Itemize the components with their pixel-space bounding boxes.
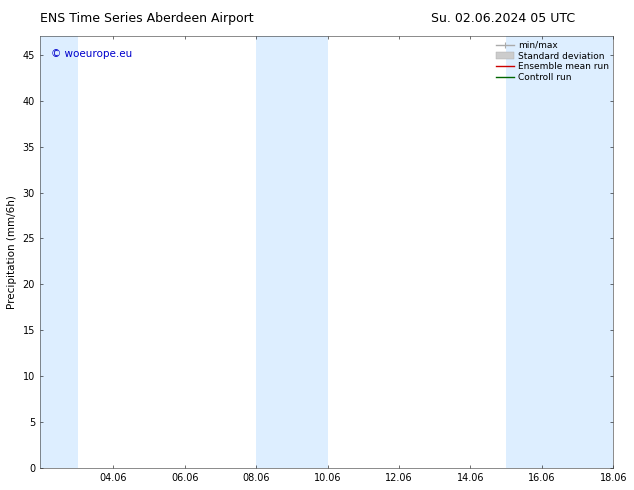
Text: ENS Time Series Aberdeen Airport: ENS Time Series Aberdeen Airport xyxy=(40,12,254,25)
Text: © woeurope.eu: © woeurope.eu xyxy=(51,49,133,59)
Y-axis label: Precipitation (mm/6h): Precipitation (mm/6h) xyxy=(7,196,17,309)
Bar xyxy=(506,36,613,468)
Legend: min/max, Standard deviation, Ensemble mean run, Controll run: min/max, Standard deviation, Ensemble me… xyxy=(495,39,611,84)
Text: Su. 02.06.2024 05 UTC: Su. 02.06.2024 05 UTC xyxy=(431,12,575,25)
Bar xyxy=(40,36,78,468)
Bar xyxy=(256,36,328,468)
